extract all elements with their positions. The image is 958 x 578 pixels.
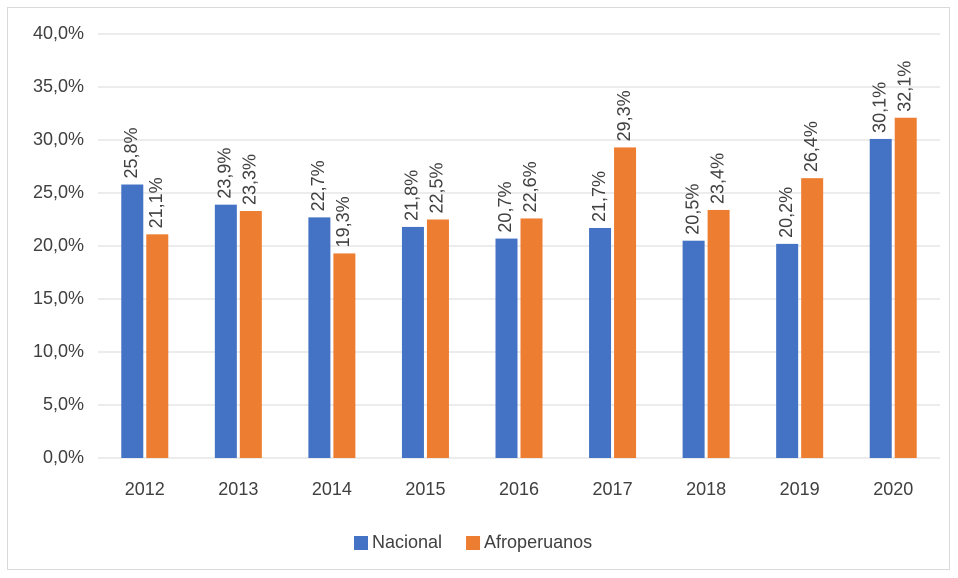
- bar: [589, 227, 612, 458]
- bar: [614, 147, 637, 459]
- data-label: 23,9%: [215, 148, 235, 199]
- data-label: 26,4%: [801, 121, 821, 172]
- bar: [869, 138, 892, 458]
- data-label: 23,4%: [707, 153, 727, 204]
- y-tick-label: 35,0%: [33, 76, 84, 96]
- x-tick-label: 2018: [686, 479, 726, 499]
- bar: [333, 253, 356, 458]
- data-label: 25,8%: [121, 127, 141, 178]
- bar: [426, 219, 449, 458]
- data-label: 21,1%: [146, 177, 166, 228]
- x-tick-label: 2020: [873, 479, 913, 499]
- data-label: 22,5%: [427, 162, 447, 213]
- legend-swatch: [466, 536, 481, 550]
- bar: [495, 238, 518, 458]
- bar: [239, 211, 262, 458]
- y-tick-label: 5,0%: [43, 394, 84, 414]
- x-tick-label: 2015: [405, 479, 445, 499]
- legend-swatch: [354, 536, 368, 550]
- bar: [682, 240, 705, 458]
- data-label: 29,3%: [614, 90, 634, 141]
- bar: [894, 117, 917, 459]
- bar: [707, 209, 730, 458]
- bar: [776, 243, 799, 458]
- legend-label: Afroperuanos: [484, 532, 592, 552]
- data-label: 30,1%: [869, 82, 889, 133]
- data-label: 21,8%: [402, 170, 422, 221]
- x-tick-label: 2014: [312, 479, 352, 499]
- y-tick-label: 15,0%: [33, 288, 84, 308]
- bar: [401, 226, 424, 458]
- x-tick-label: 2013: [218, 479, 258, 499]
- bar: [121, 184, 144, 458]
- data-label: 19,3%: [333, 196, 353, 247]
- data-label: 20,5%: [682, 184, 702, 235]
- x-tick-label: 2016: [499, 479, 539, 499]
- bar: [308, 217, 331, 458]
- data-label: 22,6%: [520, 161, 540, 212]
- data-label: 32,1%: [894, 61, 914, 112]
- y-tick-label: 40,0%: [33, 23, 84, 43]
- bar: [214, 204, 237, 458]
- x-tick-label: 2019: [780, 479, 820, 499]
- data-label: 22,7%: [308, 160, 328, 211]
- data-label: 23,3%: [240, 154, 260, 205]
- legend-label: Nacional: [372, 532, 442, 552]
- data-label: 20,7%: [495, 182, 515, 233]
- data-label: 20,2%: [776, 187, 796, 238]
- y-tick-label: 0,0%: [43, 447, 84, 467]
- data-label: 21,7%: [589, 171, 609, 222]
- y-tick-label: 30,0%: [33, 129, 84, 149]
- bar: [520, 218, 543, 458]
- y-tick-label: 25,0%: [33, 182, 84, 202]
- bar: [801, 178, 824, 458]
- x-tick-label: 2017: [593, 479, 633, 499]
- y-tick-label: 10,0%: [33, 341, 84, 361]
- y-tick-label: 20,0%: [33, 235, 84, 255]
- bar: [146, 234, 169, 458]
- x-tick-label: 2012: [125, 479, 165, 499]
